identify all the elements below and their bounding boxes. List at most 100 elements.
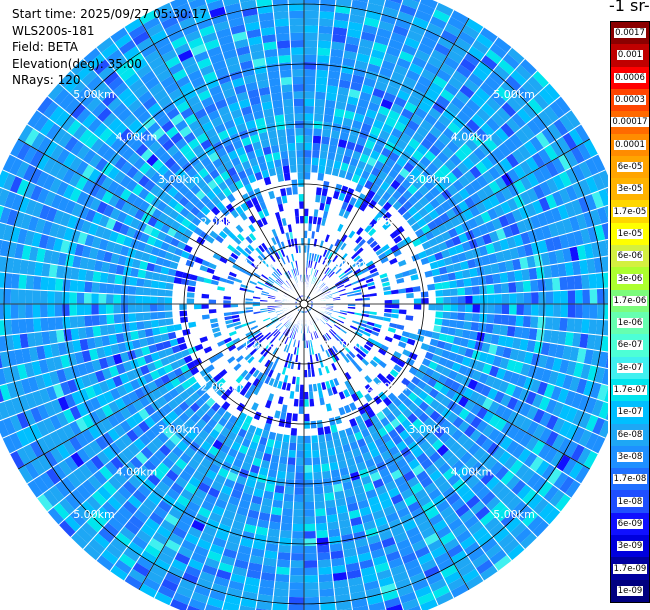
colorbar-tick-label: 3e-09 xyxy=(616,541,644,552)
range-gate-cell xyxy=(117,342,127,354)
range-gate-cell xyxy=(429,126,443,139)
range-gate-cell xyxy=(450,497,466,512)
range-gate-cell xyxy=(274,114,285,123)
range-gate-cell xyxy=(590,381,602,400)
colorbar-tick-label: 6e-06 xyxy=(616,251,644,262)
range-gate-cell xyxy=(2,224,14,242)
range-gate-cell xyxy=(430,545,447,559)
range-gate-cell xyxy=(114,559,133,575)
range-gate-cell xyxy=(164,296,173,304)
range-gate-cell xyxy=(364,274,373,281)
range-gate-cell xyxy=(475,360,486,373)
range-gate-cell xyxy=(545,414,559,431)
range-gate-cell xyxy=(165,469,179,482)
range-gate-cell xyxy=(167,29,185,43)
range-gate-cell xyxy=(445,208,457,220)
range-ring-label: 3.00km xyxy=(158,173,200,186)
range-gate-cell xyxy=(390,525,406,537)
range-gate-cell xyxy=(290,269,295,277)
range-gate-cell xyxy=(564,390,576,407)
range-gate-cell xyxy=(451,459,465,473)
range-gate-cell xyxy=(262,317,271,322)
range-gate-cell xyxy=(571,392,583,410)
range-gate-cell xyxy=(101,367,113,381)
range-gate-cell xyxy=(107,475,123,491)
range-gate-cell xyxy=(96,554,115,571)
range-gate-cell xyxy=(75,175,89,191)
range-gate-cell xyxy=(446,184,459,197)
range-gate-cell xyxy=(54,304,63,317)
range-gate-cell xyxy=(488,343,498,356)
range-gate-cell xyxy=(201,121,215,133)
range-gate-cell xyxy=(177,545,194,559)
range-gate-cell xyxy=(153,88,169,103)
colorbar-unit-title: -1 sr- xyxy=(609,0,650,15)
range-gate-cell xyxy=(244,342,253,351)
range-gate-cell xyxy=(360,513,375,524)
range-gate-cell xyxy=(398,545,415,558)
ray-gap-line xyxy=(82,58,299,298)
range-gate-cell xyxy=(362,520,377,531)
range-gate-cell xyxy=(245,119,257,130)
range-gate-cell xyxy=(257,210,266,220)
range-gate-cell xyxy=(196,18,214,31)
range-gate-cell xyxy=(290,331,295,339)
range-gate-cell xyxy=(493,431,507,447)
range-gate-cell xyxy=(321,470,332,479)
range-gate-cell xyxy=(383,52,399,65)
range-gate-cell xyxy=(438,333,448,342)
range-gate-cell xyxy=(222,0,240,7)
range-gate-cell xyxy=(304,596,320,605)
range-gate-cell xyxy=(579,259,589,275)
range-gate-cell xyxy=(224,2,242,14)
range-gate-cell xyxy=(178,16,197,30)
range-gate-cell xyxy=(346,96,359,106)
range-gate-cell xyxy=(296,443,304,451)
range-gate-cell xyxy=(80,500,97,517)
range-gate-cell xyxy=(284,272,290,280)
range-gate-cell xyxy=(226,244,236,253)
range-gate-cell xyxy=(506,96,522,113)
range-gate-cell xyxy=(519,532,538,550)
colorbar-tick-label: 0.0001 xyxy=(614,139,646,150)
range-gate-cell xyxy=(77,231,88,246)
range-gate-cell xyxy=(137,268,147,279)
range-gate-cell xyxy=(274,251,281,260)
range-gate-cell xyxy=(389,368,399,378)
range-gate-cell xyxy=(353,345,361,354)
range-gate-cell xyxy=(440,419,453,432)
range-gate-cell xyxy=(25,392,37,410)
range-gate-cell xyxy=(52,355,64,371)
range-gate-cell xyxy=(122,480,138,495)
range-gate-cell xyxy=(208,445,220,457)
range-gate-cell xyxy=(346,502,359,512)
range-gate-cell xyxy=(504,336,514,349)
range-gate-cell xyxy=(394,18,412,31)
range-gate-cell xyxy=(516,304,524,316)
range-gate-cell xyxy=(385,84,400,97)
range-gate-cell xyxy=(164,539,181,553)
range-gate-cell xyxy=(126,226,137,239)
range-gate-cell xyxy=(529,135,544,153)
range-gate-cell xyxy=(158,444,172,457)
range-gate-cell xyxy=(292,84,304,92)
range-gate-cell xyxy=(29,150,44,168)
range-gate-cell xyxy=(556,454,571,472)
range-gate-cell xyxy=(170,463,184,477)
range-gate-cell xyxy=(376,372,386,382)
range-gate-cell xyxy=(391,304,400,309)
range-gate-cell xyxy=(488,414,501,428)
range-gate-cell xyxy=(392,350,402,359)
range-gate-cell xyxy=(377,391,388,401)
range-gate-cell xyxy=(434,251,444,261)
range-gate-cell xyxy=(249,43,264,53)
range-gate-cell xyxy=(342,388,351,398)
range-gate-cell xyxy=(310,435,319,444)
range-gate-cell xyxy=(119,245,130,257)
range-gate-cell xyxy=(169,338,179,348)
range-gate-cell xyxy=(523,351,534,365)
range-gate-cell xyxy=(11,193,24,212)
range-gate-cell xyxy=(493,314,502,325)
range-gate-cell xyxy=(562,374,574,391)
range-gate-cell xyxy=(285,471,296,480)
